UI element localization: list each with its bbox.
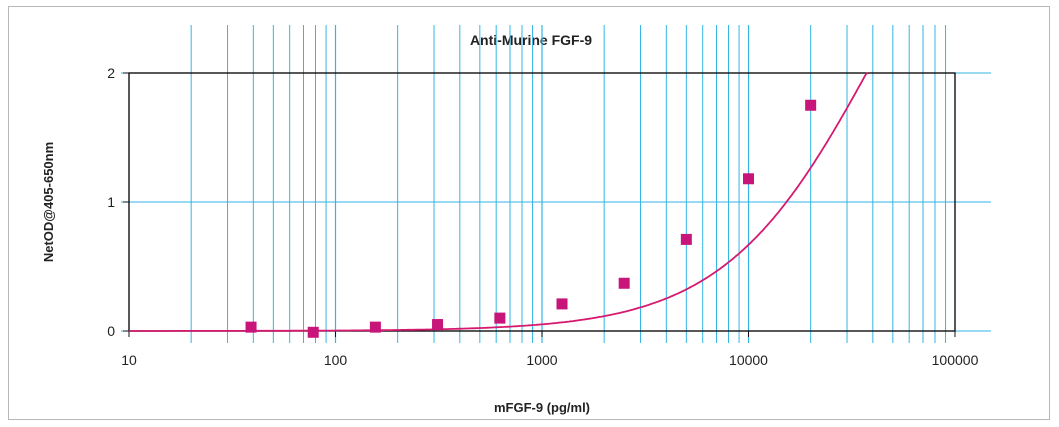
data-point [743, 173, 754, 185]
standard-curve-chart: Anti-Murine FGF-9 10 100 1000 10000 10000001… [41, 25, 991, 415]
data-point [369, 321, 381, 333]
x-tick-label: 100 [324, 352, 348, 368]
chart-title: Anti-Murine FGF-9 [470, 32, 592, 48]
data-point [307, 326, 319, 338]
x-tick-label: 10 [121, 352, 137, 368]
data-points [245, 99, 817, 338]
x-tick-label: 100000 [932, 352, 979, 368]
x-tick-label: 10000 [729, 352, 768, 368]
y-axis-label: NetOD@405-650nm [41, 142, 56, 262]
data-point [494, 312, 506, 324]
x-tick-label: 1000 [526, 352, 557, 368]
y-tick-label: 1 [107, 194, 115, 210]
data-point [680, 233, 692, 245]
chart-panel: Anti-Murine FGF-9 10 100 1000 10000 100000 0 1… [8, 6, 1050, 420]
data-point [432, 319, 444, 331]
data-point [805, 99, 817, 111]
x-axis-label: mFGF-9 (pg/ml) [494, 400, 590, 415]
y-tick-label: 0 [107, 323, 115, 339]
axis-ticks: 10 100 1000 10000 100000 0 1 2 [107, 65, 978, 368]
data-point [245, 321, 257, 333]
y-tick-label: 2 [107, 65, 115, 81]
data-point [556, 298, 568, 310]
data-point [618, 277, 630, 289]
